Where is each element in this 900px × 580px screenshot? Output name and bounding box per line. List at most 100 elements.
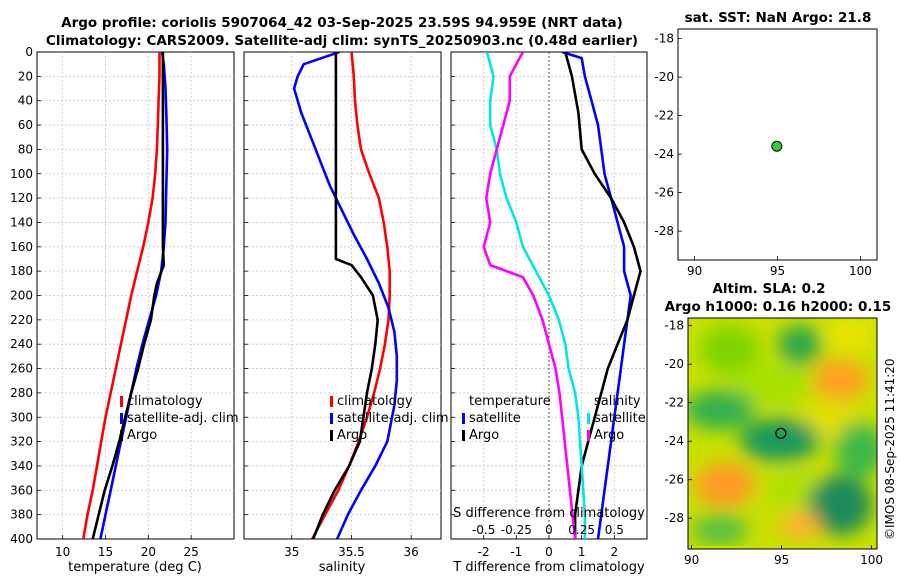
map-y-tick-label: -26 [664,473,684,487]
salinity-line-2 [311,52,379,539]
difference-legend-right-label-1: satellite [594,411,646,426]
depth-tick-label: 320 [10,435,33,449]
map-x-tick-label: 95 [770,264,785,278]
map-y-tick-label: -24 [664,434,684,448]
figure-title-line1: Argo profile: coriolis 5907064_42 03-Sep… [61,15,623,31]
map-y-tick-label: -22 [654,109,674,123]
t-diff-argo-line [564,52,642,539]
temperature-legend-label-2: Argo [127,428,157,443]
s-tick-label: -0.25 [501,523,532,537]
imos-watermark: ©IMOS 08-Sep-2025 11:41:20 [883,358,897,540]
temperature-line-0 [82,52,161,539]
salinity-line-1 [292,52,399,539]
depth-tick-label: 180 [10,264,33,278]
depth-tick-label: 400 [10,532,33,546]
x-tick-label: 35.5 [338,545,365,559]
sla-map-title-line1: Altim. SLA: 0.2 [712,281,825,297]
map-y-tick-label: -24 [654,147,674,161]
map-y-tick-label: -28 [654,224,674,238]
s-tick-label: 0 [545,523,553,537]
difference-legend-right-label-0: salinity [594,394,641,409]
depth-tick-label: 280 [10,386,33,400]
temperature-panel: 0 20 40 60 80 100 120 140 160 180 200 220 240 260 280 3… [10,45,239,575]
x-tick-label: -2 [478,545,490,559]
map-y-tick-label: -18 [664,319,684,333]
x-tick-label: 0 [545,545,553,559]
salinity-legend-label-2: Argo [337,428,367,443]
figure-title-line2: Climatology: CARS2009. Satellite-adj cli… [46,33,638,49]
depth-tick-label: 240 [10,337,33,351]
map-y-tick-label: -22 [664,396,684,410]
depth-tick-label: 260 [10,362,33,376]
depth-tick-label: 60 [18,118,33,132]
difference-legend-right-label-2: Argo [594,428,624,443]
difference-legend-left-label-0: temperature [469,394,551,409]
s-difference-label: S difference from climatology [453,506,645,521]
salinity-legend-label-1: satellite-adj. clim [337,411,449,426]
sla-map-panel: Altim. SLA: 0.2 Argo h1000: 0.16 h2000: … [664,281,891,567]
x-tick-label: 15 [98,545,113,559]
salinity-legend-swatch-2 [330,430,333,441]
map-y-tick-label: -20 [654,70,674,84]
sst-map-panel: sat. SST: NaN Argo: 21.8 90 95 100 -18 -20 -2… [654,10,878,278]
x-tick-label: 10 [55,545,70,559]
s-tick-label: 0.5 [605,523,624,537]
temperature-line-2 [91,52,166,539]
sla-map-axes [687,317,878,550]
depth-tick-label: 20 [18,69,33,83]
temperature-legend-label-0: climatology [127,394,203,409]
depth-tick-label: 340 [10,459,33,473]
diff-cyan-line [485,52,587,539]
s-diff-satellite-line [482,52,577,539]
depth-tick-label: 300 [10,410,33,424]
map-x-tick-label: 100 [860,553,883,567]
x-tick-label: -1 [510,545,522,559]
depth-tick-label: 80 [18,142,33,156]
depth-tick-label: 220 [10,313,33,327]
x-tick-label: 1 [578,545,586,559]
salinity-xlabel: salinity [319,560,366,575]
salinity-legend-swatch-0 [330,396,333,407]
temperature-legend-swatch-1 [120,413,123,424]
difference-legend-left-swatch-1 [462,413,465,424]
depth-tick-label: 360 [10,483,33,497]
map-y-tick-label: -18 [654,32,674,46]
difference-xlabel: T difference from climatology [452,560,645,575]
argo-location-circle [775,427,787,439]
map-x-tick-label: 90 [684,553,699,567]
x-tick-label: 36 [404,545,419,559]
x-tick-label: 20 [141,545,156,559]
t-diff-satellite-line [561,52,632,539]
difference-panel: -2 -1 0 1 2 -0.5 -0.25 0 0.25 0.5 T difference fr… [450,51,648,575]
map-x-tick-label: 95 [774,553,789,567]
depth-tick-label: 100 [10,167,33,181]
x-tick-label: 25 [184,545,199,559]
map-y-tick-label: -26 [654,186,674,200]
depth-tick-label: 160 [10,240,33,254]
sla-map-title-line2: Argo h1000: 0.16 h2000: 0.15 [665,299,892,315]
difference-legend-left-label-1: satellite [469,411,521,426]
map-y-tick-label: -20 [664,357,684,371]
temperature-legend-label-1: satellite-adj. clim [127,411,239,426]
sla-heatmap [688,318,877,549]
depth-tick-label: 120 [10,191,33,205]
temperature-xlabel: temperature (deg C) [68,560,202,575]
map-y-tick-label: -28 [664,511,684,525]
sst-map-title: sat. SST: NaN Argo: 21.8 [685,10,872,26]
difference-legend-right-swatch-1 [587,413,590,424]
difference-legend-right-swatch-2 [587,430,590,441]
temperature-legend-swatch-0 [120,396,123,407]
map-x-tick-label: 90 [687,264,702,278]
depth-tick-label: 0 [25,45,33,59]
salinity-legend-label-0: climatology [337,394,413,409]
argo-location-marker [771,140,783,152]
salinity-legend-swatch-1 [330,413,333,424]
x-tick-label: 2 [611,545,619,559]
depth-tick-label: 200 [10,289,33,303]
difference-legend-left-label-2: Argo [469,428,499,443]
map-x-tick-label: 100 [849,264,872,278]
s-tick-label: -0.5 [472,523,495,537]
x-tick-label: 35 [284,545,299,559]
s-tick-label: 0.25 [568,523,595,537]
